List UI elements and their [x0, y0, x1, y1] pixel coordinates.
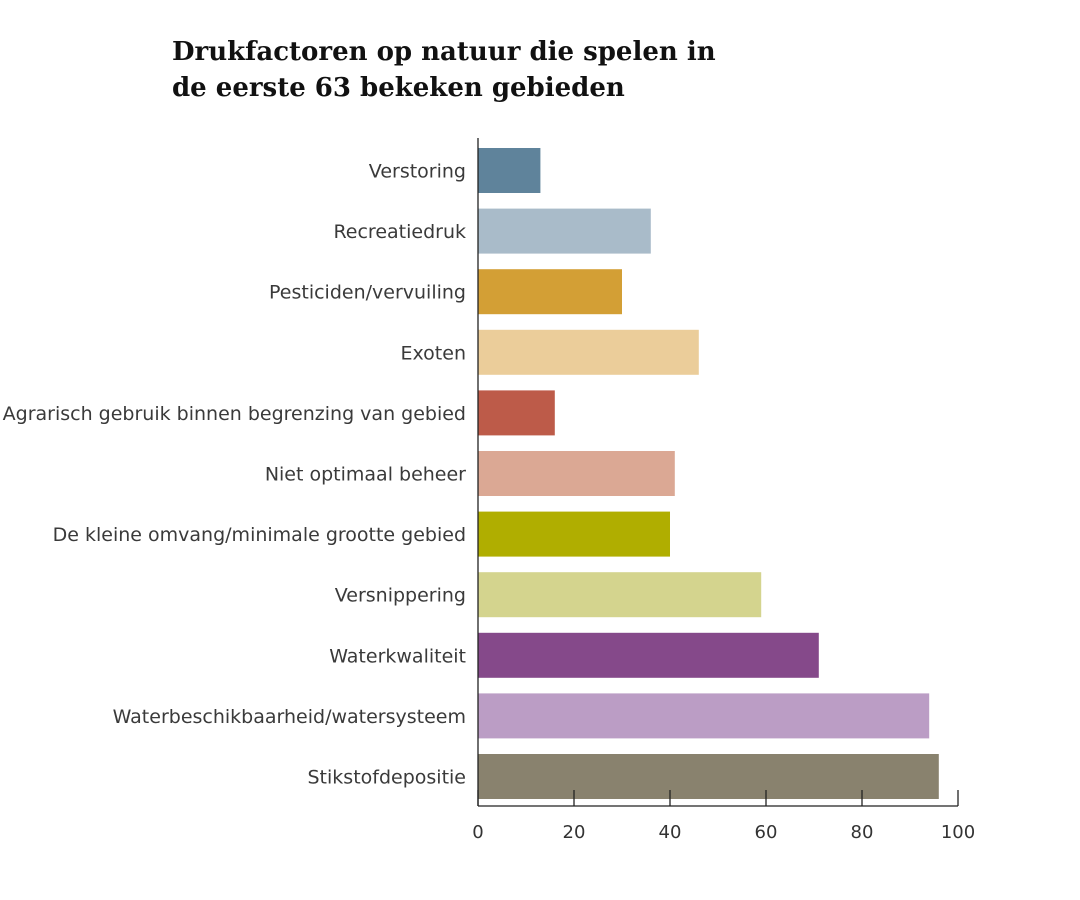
category-labels: Verstoring Recreatiedruk Pesticiden/vervui… — [3, 161, 467, 789]
category-label-10: Waterbeschikbaarheid/watersysteem — [113, 706, 466, 728]
category-label-1: Verstoring — [369, 161, 466, 183]
chart-title-line-2: de eerste 63 bekeken gebieden — [172, 73, 625, 103]
bar-1 — [478, 148, 541, 193]
bar-10 — [478, 693, 930, 739]
x-tick-label-80: 80 — [851, 822, 874, 843]
bar-3 — [478, 269, 622, 315]
x-tick-label-0: 0 — [472, 822, 483, 843]
bar-11 — [478, 754, 939, 799]
bar-8 — [478, 572, 762, 618]
category-label-4: Exoten — [401, 342, 466, 364]
chart-title-line-1: Drukfactoren op natuur die spelen in — [172, 37, 716, 67]
category-label-7: De kleine omvang/minimale grootte gebied — [53, 524, 466, 546]
bar-6 — [478, 451, 675, 496]
x-tick-label-60: 60 — [755, 822, 778, 843]
bar-4 — [478, 329, 699, 375]
bar-7 — [478, 511, 670, 557]
category-label-11: Stikstofdepositie — [308, 767, 467, 789]
x-tick-label-40: 40 — [659, 822, 682, 843]
chart-title: Drukfactoren op natuur die spelen in de … — [172, 34, 792, 106]
x-axis-ticks: 0 20 40 60 80 100 — [472, 790, 975, 843]
category-label-3: Pesticiden/vervuiling — [269, 282, 466, 304]
bar-2 — [478, 208, 651, 254]
bars-group — [478, 148, 939, 799]
category-label-2: Recreatiedruk — [333, 221, 466, 243]
x-tick-label-100: 100 — [941, 822, 975, 843]
category-label-8: Versnippering — [335, 585, 466, 607]
bar-9 — [478, 632, 819, 678]
category-label-6: Niet optimaal beheer — [265, 464, 466, 486]
x-tick-label-20: 20 — [563, 822, 586, 843]
category-label-5: Agrarisch gebruik binnen begrenzing van … — [3, 403, 466, 425]
bar-5 — [478, 390, 555, 436]
category-label-9: Waterkwaliteit — [329, 645, 466, 667]
